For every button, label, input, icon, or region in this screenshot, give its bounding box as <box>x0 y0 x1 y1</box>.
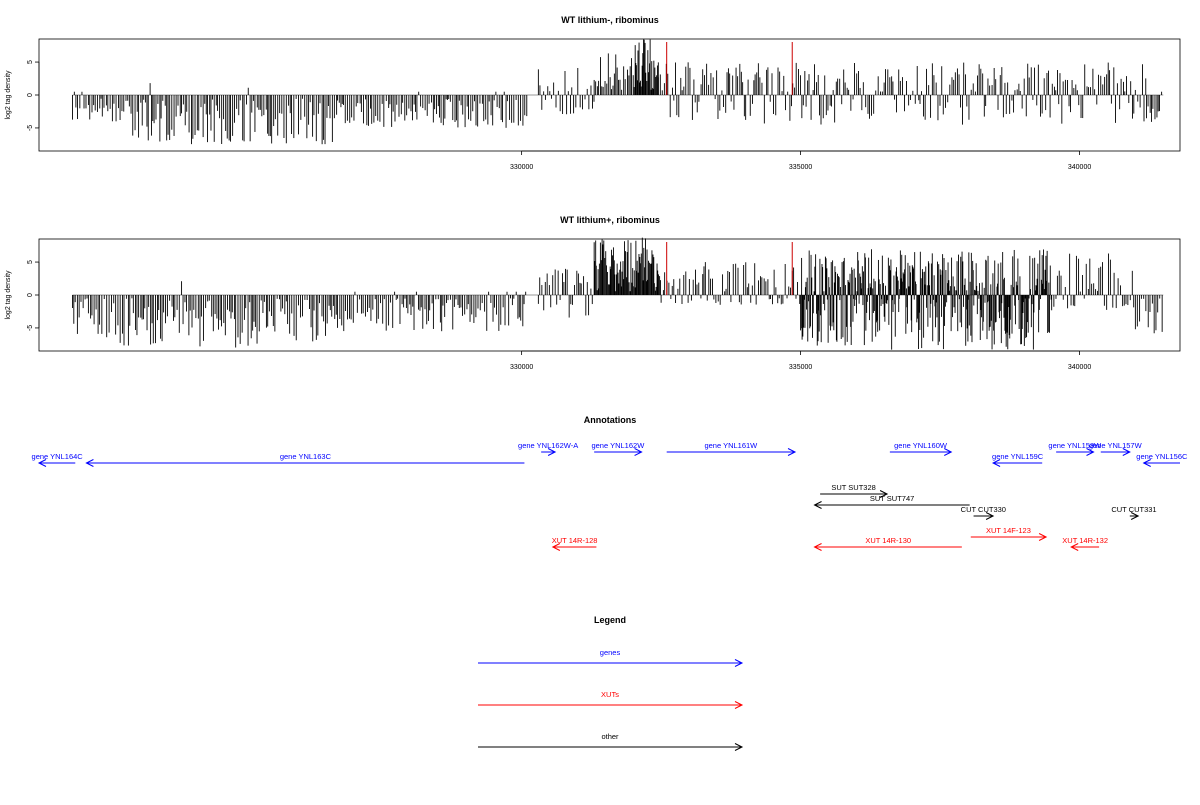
y-tick-label: -5 <box>27 325 34 331</box>
feature-label: gene YNL158W <box>1048 441 1102 450</box>
feature: gene YNL161W <box>666 441 797 456</box>
feature: XUT 14R-130 <box>813 536 962 551</box>
x-tick-label: 340000 <box>1068 164 1091 171</box>
feature: gene YNL156C <box>1136 452 1188 467</box>
feature: gene YNL162W <box>591 441 645 456</box>
feature-arrowhead <box>1122 448 1131 456</box>
feature-arrowhead <box>813 501 822 509</box>
feature-arrowhead <box>1142 459 1151 467</box>
feature: gene YNL162W-A <box>518 441 578 456</box>
feature: CUT CUT330 <box>961 505 1006 520</box>
feature-label: gene YNL161W <box>704 441 758 450</box>
feature: SUT SUT328 <box>820 483 889 498</box>
feature-arrowhead <box>813 543 822 551</box>
feature-arrowhead <box>1130 512 1140 520</box>
x-tick-label: 330000 <box>510 164 533 171</box>
feature-label: XUT 14R-132 <box>1062 536 1108 545</box>
axes: -5 0 5 330000 335000 340000 <box>27 260 1091 371</box>
feature-arrowhead <box>547 448 557 456</box>
feature-arrowhead <box>734 659 744 667</box>
track-panel-lithium-plus: WT lithium+, ribominus log2 tag density … <box>5 215 1181 371</box>
feature-label: gene YNL160W <box>894 441 948 450</box>
feature-label: gene YNL164C <box>32 452 84 461</box>
feature: gene YNL160W <box>889 441 953 456</box>
feature-label: CUT CUT330 <box>961 505 1006 514</box>
x-tick-label: 335000 <box>789 364 812 371</box>
legend-label: XUTs <box>601 690 619 699</box>
feature-label: gene YNL156C <box>1136 452 1188 461</box>
y-tick-label: -5 <box>27 125 34 131</box>
y-axis-label: log2 tag density <box>5 70 12 120</box>
feature-arrowhead <box>734 743 744 751</box>
feature-label: CUT CUT331 <box>1111 505 1156 514</box>
track-panel-lithium-minus: WT lithium-, ribominus log2 tag density … <box>5 15 1181 171</box>
x-tick-label: 335000 <box>789 164 812 171</box>
feature: XUT 14R-128 <box>551 536 598 551</box>
feature-label: gene YNL162W-A <box>518 441 578 450</box>
feature-arrowhead <box>1070 543 1079 551</box>
y-tick-label: 5 <box>27 60 34 64</box>
feature-arrowhead <box>37 459 47 467</box>
y-tick-label: 0 <box>27 93 34 97</box>
feature-arrowhead <box>734 701 744 709</box>
legend-label: other <box>601 732 619 741</box>
feature-arrowhead <box>551 543 561 551</box>
feature-arrowhead <box>787 448 797 456</box>
panel-title: WT lithium-, ribominus <box>561 15 659 25</box>
feature-arrowhead <box>85 459 94 467</box>
feature: gene YNL157W <box>1089 441 1143 456</box>
feature-label: SUT SUT328 <box>831 483 875 492</box>
feature: gene YNL163C <box>85 452 525 467</box>
x-tick-label: 340000 <box>1068 364 1091 371</box>
y-tick-label: 5 <box>27 260 34 264</box>
feature-label: gene YNL163C <box>280 452 332 461</box>
x-tick-label: 330000 <box>510 364 533 371</box>
feature-arrowhead <box>991 459 1001 467</box>
track-bars <box>72 39 1164 145</box>
feature: CUT CUT331 <box>1111 505 1157 520</box>
legend-items: genes XUTs other <box>478 648 744 751</box>
feature-label: SUT SUT747 <box>870 494 914 503</box>
feature-label: gene YNL159C <box>992 452 1044 461</box>
y-axis-label: log2 tag density <box>5 270 12 320</box>
feature: SUT SUT747 <box>813 494 970 509</box>
feature-label: XUT 14F-123 <box>986 526 1031 535</box>
annotations-title: Annotations <box>584 415 637 425</box>
feature-label: XUT 14R-130 <box>865 536 911 545</box>
feature-arrowhead <box>879 490 889 498</box>
y-tick-label: 0 <box>27 293 34 297</box>
legend-item: XUTs <box>478 690 744 709</box>
legend-title: Legend <box>594 615 626 625</box>
panel-title: WT lithium+, ribominus <box>560 215 660 225</box>
feature: XUT 14R-132 <box>1062 536 1108 551</box>
feature: gene YNL159C <box>991 452 1044 467</box>
feature-label: gene YNL157W <box>1089 441 1143 450</box>
feature-arrowhead <box>1038 533 1048 541</box>
legend: Legend genes XUTs other <box>478 615 744 751</box>
feature: gene YNL158W <box>1048 441 1102 456</box>
feature-label: XUT 14R-128 <box>552 536 598 545</box>
legend-label: genes <box>600 648 621 657</box>
annotations-panel: Annotations gene YNL164C gene YNL163Cgene… <box>32 415 1188 551</box>
feature-arrowhead <box>1086 448 1095 456</box>
feature: XUT 14F-123 <box>970 526 1048 541</box>
feature-arrowhead <box>944 448 953 456</box>
feature-arrowhead <box>985 512 995 520</box>
feature-layer: gene YNL164C gene YNL163C gene YNL162W-A ge… <box>32 441 1188 551</box>
legend-item: genes <box>478 648 744 667</box>
legend-item: other <box>478 732 744 751</box>
track-bars <box>72 237 1164 350</box>
axes: -5 0 5 330000 335000 340000 <box>27 60 1091 171</box>
feature: gene YNL164C <box>32 452 84 467</box>
feature-arrowhead <box>634 448 643 456</box>
feature-label: gene YNL162W <box>591 441 645 450</box>
